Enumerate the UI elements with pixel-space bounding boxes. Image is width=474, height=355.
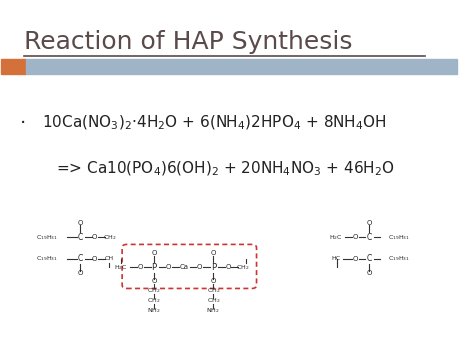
Text: C: C	[366, 233, 372, 242]
Text: CH$_2$: CH$_2$	[207, 296, 220, 305]
Text: C: C	[366, 254, 372, 263]
Text: O: O	[210, 278, 216, 284]
Text: CH$_2$: CH$_2$	[236, 263, 250, 272]
Text: O: O	[137, 264, 143, 270]
Text: O: O	[78, 270, 83, 276]
Text: NH$_2$: NH$_2$	[207, 306, 220, 315]
Text: C$_{19}$H$_{31}$: C$_{19}$H$_{31}$	[36, 254, 58, 263]
Text: O: O	[151, 278, 157, 284]
Text: C$_{19}$H$_{31}$: C$_{19}$H$_{31}$	[388, 233, 410, 242]
Text: P: P	[152, 263, 156, 272]
Text: ·: ·	[19, 114, 26, 133]
Text: O: O	[151, 250, 157, 256]
Text: O: O	[92, 256, 98, 262]
Text: CH$_2$: CH$_2$	[103, 233, 117, 242]
Text: Reaction of HAP Synthesis: Reaction of HAP Synthesis	[24, 29, 353, 54]
Text: O: O	[366, 270, 372, 276]
Text: C$_{19}$H$_{31}$: C$_{19}$H$_{31}$	[388, 254, 410, 263]
Text: CH$_2$: CH$_2$	[207, 286, 220, 295]
Text: H$_2$C: H$_2$C	[329, 233, 343, 242]
Text: O: O	[353, 256, 358, 262]
Text: O: O	[78, 220, 83, 225]
Bar	[1, 59, 27, 73]
Text: CH$_2$: CH$_2$	[147, 286, 161, 295]
Text: O: O	[197, 264, 202, 270]
Text: O: O	[166, 264, 171, 270]
Text: O: O	[210, 250, 216, 256]
Text: C: C	[78, 233, 83, 242]
Text: => Ca10(PO$_4$)6(OH)$_2$ + 20NH$_4$NO$_3$ + 46H$_2$O: => Ca10(PO$_4$)6(OH)$_2$ + 20NH$_4$NO$_3…	[56, 160, 395, 178]
Text: C: C	[78, 254, 83, 263]
Text: 10Ca(NO$_3$)$_2$·4H$_2$O + 6(NH$_4$)2HPO$_4$ + 8NH$_4$OH: 10Ca(NO$_3$)$_2$·4H$_2$O + 6(NH$_4$)2HPO…	[42, 114, 387, 132]
Bar	[27, 59, 457, 73]
Text: HC: HC	[332, 256, 341, 261]
Text: CH: CH	[105, 256, 114, 261]
Text: P: P	[211, 263, 216, 272]
Text: O: O	[353, 234, 358, 240]
Text: CH$_2$: CH$_2$	[147, 296, 161, 305]
Text: H$_2$C: H$_2$C	[114, 263, 128, 272]
Text: O: O	[225, 264, 230, 270]
Text: O: O	[366, 220, 372, 225]
Text: C$_{19}$H$_{31}$: C$_{19}$H$_{31}$	[36, 233, 58, 242]
Text: NH$_2$: NH$_2$	[147, 306, 161, 315]
Text: Ca: Ca	[179, 264, 188, 270]
Text: O: O	[92, 234, 98, 240]
